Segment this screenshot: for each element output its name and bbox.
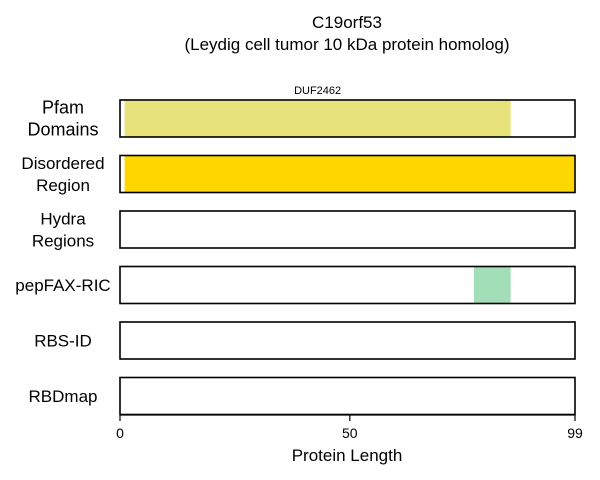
x-axis-label: Protein Length [292,446,403,465]
track-2: Hydra Regions [32,210,576,251]
track-5-frame [119,376,576,416]
track-2-label-line-1: Regions [32,232,94,251]
chart-title-line-2: (Leydig cell tumor 10 kDa protein homolo… [184,35,509,54]
track-3: pepFAX-RIC [15,265,576,305]
segment-label: DUF2462 [294,85,341,97]
track-5-label-line-0: RBDmap [29,387,98,406]
track-4-frame [119,321,576,360]
track-0-label-line-1: Domains [27,120,98,140]
x-tick-label-1: 50 [342,425,358,441]
track-1-segment-0 [124,155,576,193]
track-1-label-line-0: Disordered [21,154,104,173]
track-5: RBDmap [29,376,576,416]
track-0-label-line-0: Pfam [42,98,84,118]
track-4: RBS-ID [34,321,576,360]
track-2-frame [119,210,576,249]
track-3-frame [119,265,576,305]
x-axis-ticks: 0 50 99 [116,415,583,441]
track-2-label-line-0: Hydra [40,210,86,229]
track-1-label-line-1: Region [36,176,90,195]
x-tick-label-2: 99 [567,425,583,441]
x-tick-label-0: 0 [116,425,124,441]
track-1: Disordered Region [21,154,576,195]
chart-title-line-1: C19orf53 [312,13,382,32]
track-1-frame [119,154,576,194]
track-0-frame [119,99,576,138]
track-3-segment-0 [473,266,511,304]
track-3-label-line-0: pepFAX-RIC [15,276,110,295]
track-0-segment-0 [124,100,511,137]
track-4-label-line-0: RBS-ID [34,332,92,351]
